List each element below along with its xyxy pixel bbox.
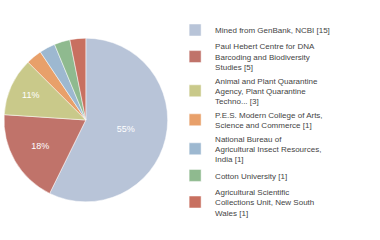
svg-text:P.E.S. Modern College of Arts,: P.E.S. Modern College of Arts,Science an… [215, 111, 322, 130]
svg-text:18%: 18% [31, 141, 49, 151]
svg-text:Mined from GenBank, NCBI [15]: Mined from GenBank, NCBI [15] [215, 26, 330, 35]
svg-text:Animal and Plant QuarantineAge: Animal and Plant QuarantineAgency, Plant… [215, 77, 318, 107]
svg-text:Paul Hebert Centre for DNABarc: Paul Hebert Centre for DNABarcoding and … [215, 42, 315, 72]
svg-text:55%: 55% [117, 124, 135, 134]
svg-text:Cotton University [1]: Cotton University [1] [215, 172, 287, 181]
svg-text:Agricultural ScientificCollect: Agricultural ScientificCollections Unit,… [215, 188, 314, 218]
svg-text:11%: 11% [22, 90, 39, 100]
svg-text:National Bureau ofAgricultural: National Bureau ofAgricultural Insect Re… [215, 135, 321, 165]
